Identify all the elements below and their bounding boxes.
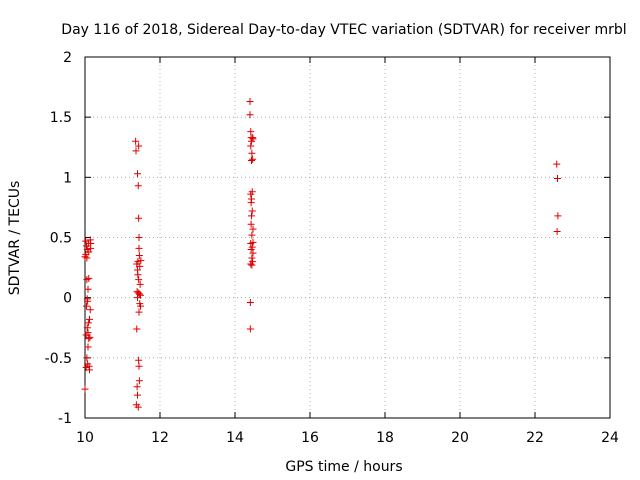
axis-ticks: 10 12 14 16 18 20 22 24 -1 -0.5 0 0.5 1 1.5 2 [45, 50, 619, 446]
data-point [85, 248, 93, 256]
data-point [135, 142, 143, 150]
data-point [135, 252, 143, 260]
y-axis-label: SDTVAR / TECUs [7, 181, 23, 296]
grid [85, 57, 610, 418]
data-point [86, 315, 93, 323]
data-point [136, 262, 144, 270]
data-point [83, 324, 91, 332]
data-point [246, 98, 254, 106]
data-point [133, 383, 141, 391]
data-point [248, 149, 256, 157]
data-point [248, 254, 256, 262]
data-point [248, 207, 256, 215]
data-point [135, 308, 143, 316]
data-point [246, 325, 254, 333]
y-tick-label: -0.5 [45, 351, 72, 367]
x-tick-label: 18 [376, 430, 394, 446]
data-point [86, 366, 93, 374]
data-point [246, 111, 254, 119]
y-tick-label: 0 [63, 291, 72, 307]
data-point [134, 182, 142, 190]
data-point [249, 135, 257, 143]
y-tick-label: 2 [63, 50, 72, 66]
data-point [85, 335, 93, 343]
data-point [84, 343, 92, 351]
data-point [248, 188, 256, 196]
data-point [84, 285, 92, 293]
data-point [85, 274, 93, 282]
data-point [135, 356, 143, 364]
data-point [248, 212, 255, 220]
data-point [248, 195, 255, 203]
data-point [83, 254, 91, 262]
data-point [86, 333, 94, 341]
data-point [135, 377, 143, 385]
data-point [83, 354, 91, 362]
data-point [134, 258, 142, 266]
x-axis-label: GPS time / hours [285, 459, 402, 475]
data-point [248, 261, 256, 269]
data-point [247, 220, 255, 228]
y-tick-label: 0.5 [50, 231, 72, 247]
data-point [136, 280, 144, 288]
data-point [135, 214, 143, 222]
data-point [248, 231, 256, 239]
data-point [137, 256, 145, 264]
data-point [137, 291, 144, 299]
y-tick-label: 1.5 [50, 110, 72, 126]
data-point [554, 212, 562, 220]
chart-title: Day 116 of 2018, Sidereal Day-to-day VTE… [61, 22, 626, 38]
data-point [249, 225, 257, 233]
data-points [81, 98, 562, 411]
data-point [247, 128, 255, 136]
data-point [84, 319, 92, 327]
x-tick-label: 24 [601, 430, 619, 446]
data-point [553, 160, 561, 168]
data-point [132, 137, 140, 145]
data-point [134, 271, 142, 279]
data-point [553, 227, 561, 235]
data-point [134, 391, 141, 399]
x-tick-label: 22 [526, 430, 544, 446]
data-point [248, 243, 256, 251]
y-tick-label: -1 [58, 411, 72, 427]
data-point [81, 385, 89, 393]
x-tick-label: 16 [301, 430, 319, 446]
x-tick-label: 20 [451, 430, 469, 446]
x-tick-label: 14 [226, 430, 244, 446]
data-point [249, 238, 257, 246]
plot-area [84, 56, 611, 419]
data-point [132, 147, 140, 155]
data-point [83, 295, 91, 303]
data-point [134, 170, 141, 178]
data-point [247, 142, 255, 150]
data-point [135, 290, 143, 298]
data-point [135, 362, 143, 370]
x-tick-label: 10 [76, 430, 94, 446]
y-tick-label: 1 [63, 170, 72, 186]
data-point [87, 244, 95, 252]
data-point [248, 156, 255, 164]
data-point [133, 325, 141, 333]
data-point [86, 306, 94, 314]
data-point [135, 276, 143, 284]
data-point [137, 302, 144, 310]
data-point [84, 329, 92, 337]
data-point [83, 276, 91, 284]
data-point [246, 298, 254, 306]
data-point [83, 302, 90, 310]
data-point [135, 244, 143, 252]
data-point [249, 258, 257, 266]
data-point [134, 403, 142, 411]
data-point [135, 234, 143, 241]
data-point [249, 249, 257, 257]
data-point [554, 175, 561, 183]
x-tick-label: 12 [151, 430, 169, 446]
data-point [249, 155, 257, 163]
